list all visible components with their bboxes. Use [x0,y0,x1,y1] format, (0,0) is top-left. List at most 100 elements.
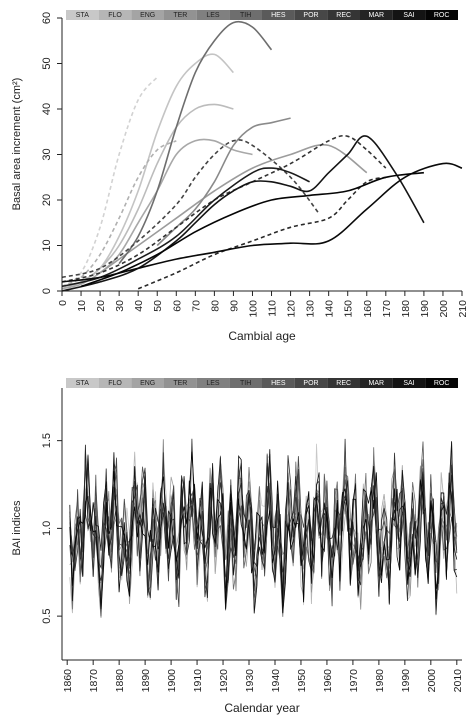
x-tick-label: 1970 [348,669,360,693]
x-tick-label: 1900 [166,669,178,693]
x-tick-label: 90 [228,300,240,312]
legend-swatch-roc [425,378,458,388]
x-tick-label: 180 [400,300,412,318]
series-line-9 [61,139,320,279]
legend-swatch-sta [66,10,99,20]
legend-swatch-flo [98,378,132,388]
legend-swatch-hes [262,378,295,388]
legend-bottom: STA FLO ENG TER LES TIH HES POR REC MAR SAI ROC [66,378,458,388]
x-tick-label: 170 [381,300,393,318]
y-tick-label: 1.5 [41,433,53,448]
legend-label-por: POR [303,12,318,19]
x-axis-title-top: Cambial age [228,329,296,343]
panel-top-basal-area: STA FLO ENG TER LES TIH HES POR REC MAR SAI ROC 0 10… [11,10,469,343]
legend-label-hes: HES [271,380,286,387]
x-tick-label: 1860 [62,669,74,693]
plot-area-top [61,20,463,292]
y-tick-label: 50 [41,57,53,69]
legend-swatch-sai [392,10,426,20]
x-tick-label: 2000 [426,669,438,693]
x-tick-label: 1930 [244,669,256,693]
x-tick-label: 150 [343,300,355,318]
legend-swatch-les [196,10,230,20]
series-line-6 [99,143,368,274]
index-series-roc [69,451,458,614]
y-tick-label: 0.5 [41,608,53,623]
x-tick-label: 1990 [400,669,412,693]
y-tick-label: 0 [41,288,53,294]
x-tick-label: 60 [171,300,183,312]
x-tick-label: 30 [114,300,126,312]
x-tick-label: 0 [57,300,69,306]
x-tick-label: 1880 [114,669,126,693]
legend-swatch-eng [131,378,164,388]
x-tick-label: 1950 [296,669,308,693]
legend-swatch-ter [164,378,197,388]
legend-label-por: POR [303,380,318,387]
x-tick-label: 20 [95,300,107,312]
legend-swatch-mar [360,10,393,20]
y-tick-label: 10 [41,239,53,251]
x-tick-label: 40 [133,300,145,312]
legend-label-les: LES [206,12,220,19]
series-line-14 [61,162,463,283]
x-tick-label: 200 [438,300,450,318]
legend-label-roc: ROC [434,12,450,19]
legend-label-tih: TIH [240,12,251,19]
legend-swatch-ter [164,10,197,20]
series-line-13 [61,135,425,292]
x-tick-label: 1960 [322,669,334,693]
legend-swatch-rec [327,10,360,20]
x-tick-label: 130 [305,300,317,318]
legend-swatch-flo [98,10,132,20]
legend-label-mar: MAR [369,12,385,19]
legend-label-rec: REC [336,380,351,387]
legend-label-sta: STA [76,12,89,19]
series-line-10 [61,134,387,283]
y-tick-label: 60 [41,12,53,24]
legend-label-les: LES [206,380,220,387]
series-line-1 [61,76,158,288]
legend-swatch-por [294,378,328,388]
panel-bottom-bai-indices: STA FLO ENG TER LES TIH HES POR REC MAR SAI ROC 0.5… [11,378,464,715]
plot-area-bottom [69,438,458,618]
x-tick-label: 1920 [218,669,230,693]
x-tick-label: 10 [76,300,88,312]
y-tick-label: 30 [41,148,53,160]
legend-swatch-sta [66,378,99,388]
legend-label-sai: SAI [403,12,414,19]
legend-swatch-mar [360,378,393,388]
x-tick-label: 50 [152,300,164,312]
legend-label-ter: TER [173,380,187,387]
x-axis-title-bottom: Calendar year [224,701,299,715]
legend-label-eng: ENG [140,12,155,19]
x-tick-label: 110 [267,300,279,317]
legend-swatch-sai [392,378,426,388]
axes-top: 0 10 20 30 40 50 60 0 10 20 30 40 50 60 70 80 90 100 110 12… [41,12,469,318]
y-axis-title-bottom: BAI indices [11,500,23,556]
legend-swatch-tih [229,378,262,388]
legend-label-hes: HES [271,12,286,19]
legend-label-ter: TER [173,12,187,19]
series-line-8 [118,20,273,265]
legend-swatch-roc [425,10,458,20]
x-tick-label: 70 [190,300,202,312]
legend-label-sta: STA [76,380,89,387]
legend-label-rec: REC [336,12,351,19]
series-line-4 [61,140,177,288]
x-tick-label: 1870 [88,669,100,693]
legend-label-eng: ENG [140,380,155,387]
legend-label-roc: ROC [434,380,450,387]
legend-label-mar: MAR [369,380,385,387]
series-line-11 [137,176,386,290]
legend-label-flo: FLO [108,380,122,387]
x-tick-label: 160 [362,300,374,318]
x-tick-label: 120 [286,300,298,318]
axes-bottom: 0.5 1.0 1.5 1860 1870 1880 1890 1900 1910 1920 193… [41,388,464,692]
legend-label-sai: SAI [403,380,414,387]
series-line-15 [80,171,425,288]
legend-label-tih: TIH [240,380,251,387]
y-tick-label: 20 [41,194,53,206]
series-line-12 [61,167,310,288]
